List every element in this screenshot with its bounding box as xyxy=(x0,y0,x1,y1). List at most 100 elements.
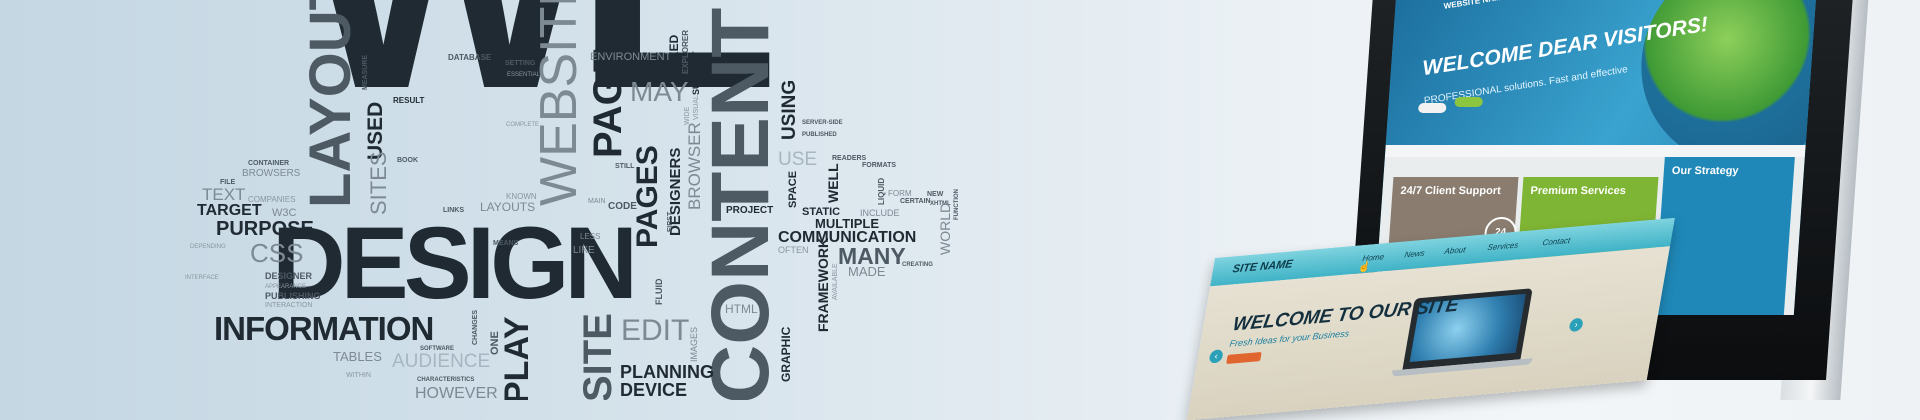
word-made: MADE xyxy=(848,264,886,279)
word-planning: PLANNING xyxy=(620,362,714,382)
word-database: DATABASE xyxy=(448,53,492,62)
word-sites: SITES xyxy=(366,151,391,215)
word-support: SUPPORT xyxy=(691,51,701,95)
word-container: CONTAINER xyxy=(248,160,290,167)
word-device: DEVICE xyxy=(620,380,688,400)
website-name-label: WEBSITE NAME xyxy=(1443,0,1507,11)
word-may: MAY xyxy=(630,76,689,107)
word-essential: ESSENTIAL xyxy=(507,72,541,78)
word-use: USE xyxy=(778,149,818,170)
word-tables: TABLES xyxy=(333,349,382,364)
word-server-side: SERVER-SIDE xyxy=(802,120,843,126)
word-include: INCLUDE xyxy=(860,208,900,218)
word-images: IMAGES xyxy=(689,326,699,362)
word-framework: FRAMEWORK xyxy=(815,237,831,332)
word-information: INFORMATION xyxy=(214,310,434,347)
word-first: FIRST xyxy=(667,211,674,232)
word-static: STATIC xyxy=(802,206,841,218)
word-new: NEW xyxy=(927,191,944,198)
word-interface: INTERFACE xyxy=(185,275,219,281)
word-visual: VISUAL xyxy=(693,95,700,120)
word-certain: CERTAIN xyxy=(900,198,931,205)
word-formats: FORMATS xyxy=(862,162,897,169)
word-edit: EDIT xyxy=(621,314,690,347)
word-w3c: W3C xyxy=(272,207,297,219)
site-name: SITE NAME xyxy=(1231,258,1294,276)
nav-news[interactable]: News xyxy=(1403,248,1426,260)
word-space: SPACE xyxy=(787,170,799,208)
word-pages: PAGES xyxy=(631,145,664,248)
word-environment: ENVIRONMENT xyxy=(590,51,672,63)
word-means: MEANS xyxy=(493,240,519,247)
word-well: WELL xyxy=(825,163,841,203)
hero-banner: WEBSITE NAME WELCOME DEAR VISITORS! PROF… xyxy=(1385,0,1817,165)
word-software: SOFTWARE xyxy=(420,346,454,352)
word-css: CSS xyxy=(250,238,304,268)
word-liquid: LIQUID xyxy=(877,177,886,205)
word-multiple: MULTIPLE xyxy=(815,216,880,231)
word-graphic: GRAPHIC xyxy=(779,326,793,382)
word-wide: WIDE xyxy=(684,106,691,125)
word-within: WITHIN xyxy=(346,372,371,379)
word-text: TEXT xyxy=(202,185,246,204)
word-we: WE xyxy=(300,0,781,135)
word-one: ONE xyxy=(489,331,501,355)
word-cloud: WE DESIGN LAYOUT WEBSITE PAGE PAGES CONT… xyxy=(0,0,980,400)
nav-services[interactable]: Services xyxy=(1486,240,1520,253)
word-less: LESS xyxy=(580,232,601,241)
word-page: PAGE xyxy=(586,47,630,158)
word-play: PLAY xyxy=(498,316,536,400)
word-layouts: LAYOUTS xyxy=(480,200,536,214)
word-main: MAIN xyxy=(588,198,606,205)
divider-bar xyxy=(1384,145,1806,157)
word-form: FORM xyxy=(888,189,912,198)
word-setting: SETTING xyxy=(505,60,536,67)
word-however: HOWEVER xyxy=(415,385,498,401)
nav-about[interactable]: About xyxy=(1443,245,1467,256)
card-our-strategy[interactable]: Our Strategy xyxy=(1653,157,1795,315)
word-browsers: BROWSERS xyxy=(242,168,301,179)
word-site: SITE xyxy=(576,313,620,400)
hero-button-2[interactable] xyxy=(1454,97,1484,107)
word-links: LINKS xyxy=(443,207,464,214)
word-complete: COMPLETE xyxy=(506,122,540,128)
word-known: KNOWN xyxy=(506,192,537,201)
word-depending: DEPENDING xyxy=(190,244,226,250)
word-published: PUBLISHED xyxy=(802,132,837,138)
word-readers: READERS xyxy=(832,155,867,162)
word-often: OFTEN xyxy=(778,245,809,255)
word-world: WORLD xyxy=(937,202,953,255)
word-audience: AUDIENCE xyxy=(392,351,491,372)
word-like: LIKE xyxy=(573,245,595,256)
word-file: FILE xyxy=(220,179,236,186)
word-measure: MEASURE xyxy=(362,54,369,90)
word-available: AVAILABLE xyxy=(832,263,839,300)
word-still: STILL xyxy=(615,163,635,170)
word-interaction: INTERACTION xyxy=(265,302,313,309)
word-function: FUNCTION xyxy=(954,189,960,220)
card-premium-services-title: Premium Services xyxy=(1530,185,1627,197)
word-characteristics: CHARACTERISTICS xyxy=(417,377,475,383)
word-explorer: EXPLORER xyxy=(681,29,690,74)
word-xhtml: XHTML xyxy=(930,201,951,207)
word-companies: COMPANIES xyxy=(248,195,296,204)
word-many: MANY xyxy=(838,243,906,269)
word-using: USING xyxy=(779,79,800,140)
word-communication: COMMUNICATION xyxy=(778,229,917,246)
card-client-support-title: 24/7 Client Support xyxy=(1400,185,1502,197)
word-creating: CREATING xyxy=(902,262,933,268)
word-target: TARGET xyxy=(197,202,262,219)
card-our-strategy-title: Our Strategy xyxy=(1671,165,1739,177)
word-appearance: APPEARANCE xyxy=(265,284,307,290)
word-browser: BROWSER xyxy=(685,122,704,210)
word-design: DESIGN xyxy=(272,206,638,320)
nav-contact[interactable]: Contact xyxy=(1541,235,1571,248)
word-layout: LAYOUT xyxy=(298,0,363,208)
word-publishing: PUBLISHING xyxy=(265,291,321,301)
word-fixed: FIXED xyxy=(667,34,681,70)
hero-button-1[interactable] xyxy=(1417,103,1447,113)
word-website: WEBSITE xyxy=(530,0,588,206)
word-changes: CHANGES xyxy=(472,309,479,345)
word-purpose: PURPOSE xyxy=(216,218,314,240)
word-content: CONTENT xyxy=(695,7,786,400)
